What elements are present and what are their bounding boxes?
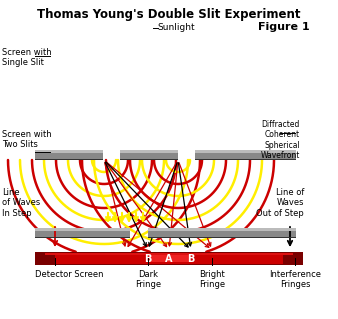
Bar <box>195 150 296 153</box>
Bar <box>195 152 296 159</box>
Bar <box>35 229 130 236</box>
Bar <box>148 228 296 238</box>
Text: Screen with
Single Slit: Screen with Single Slit <box>2 48 52 67</box>
Bar <box>35 237 130 238</box>
Bar <box>55 253 283 264</box>
Bar <box>148 237 296 238</box>
Bar <box>35 228 130 231</box>
Bar <box>195 150 296 160</box>
Bar <box>120 152 178 159</box>
Bar <box>35 228 130 238</box>
Text: B: B <box>144 254 152 263</box>
Text: Figure 1: Figure 1 <box>258 22 310 32</box>
Bar <box>149 255 189 263</box>
Bar <box>120 150 178 160</box>
Bar <box>35 150 103 153</box>
Text: Screen with
Two Slits: Screen with Two Slits <box>2 130 52 149</box>
Text: Bright
Fringe: Bright Fringe <box>199 270 225 289</box>
Text: A: A <box>165 254 173 263</box>
Text: Line
of Waves
In Step: Line of Waves In Step <box>2 188 40 218</box>
Text: Diffracted
Coherent
Spherical
Wavefront: Diffracted Coherent Spherical Wavefront <box>261 120 300 160</box>
Bar <box>120 150 178 153</box>
Text: Interference
Fringes: Interference Fringes <box>269 270 321 289</box>
Text: Line of
Waves
Out of Step: Line of Waves Out of Step <box>256 188 304 218</box>
Bar <box>195 159 296 160</box>
Bar <box>120 159 178 160</box>
Bar <box>35 150 103 160</box>
Bar <box>148 229 296 236</box>
Text: Thomas Young's Double Slit Experiment: Thomas Young's Double Slit Experiment <box>37 8 301 21</box>
Text: Sunlight: Sunlight <box>157 24 195 33</box>
Bar <box>45 253 293 255</box>
Bar <box>35 252 303 265</box>
Bar <box>35 152 103 159</box>
Bar <box>148 228 296 231</box>
Text: B: B <box>187 254 195 263</box>
Text: Dark
Fringe: Dark Fringe <box>135 270 161 289</box>
Bar <box>35 159 103 160</box>
Text: Detector Screen: Detector Screen <box>35 270 103 279</box>
